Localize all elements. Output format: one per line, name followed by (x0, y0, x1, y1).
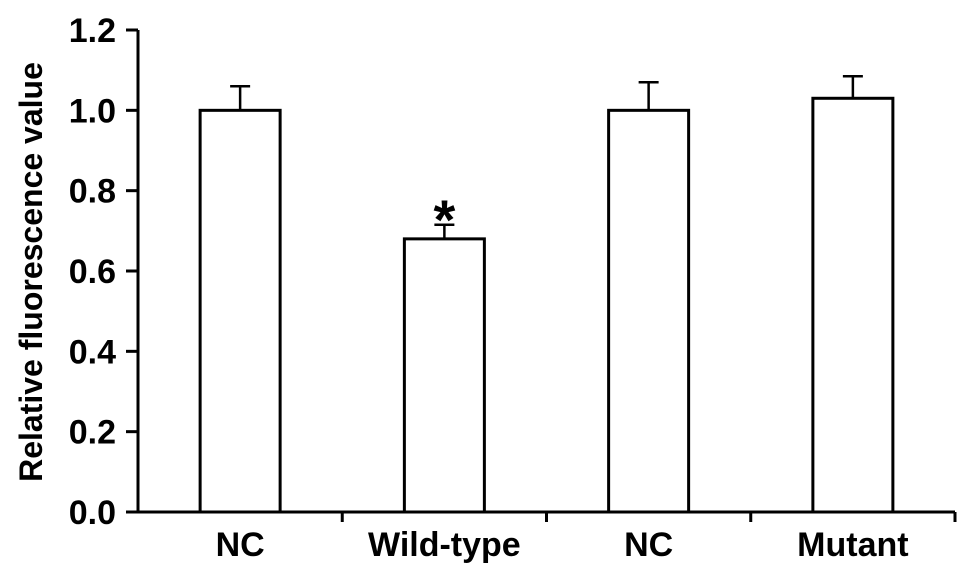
y-tick-label: 0.2 (69, 414, 116, 452)
x-category-label: Wild-type (368, 526, 521, 564)
bar (198, 108, 282, 514)
bar (607, 108, 691, 514)
x-axis-categories: NC Wild-type NC Mutant (216, 512, 957, 564)
y-axis-title: Relative fluorescence value (13, 62, 49, 482)
y-tick-label: 0.8 (69, 173, 116, 211)
y-tick-label: 1.2 (69, 12, 116, 50)
bars: * (198, 74, 895, 514)
significance-marker: * (433, 188, 455, 251)
x-category-label: NC (216, 526, 265, 564)
x-category-label: Mutant (797, 526, 908, 564)
y-tick-label: 0.0 (69, 494, 116, 532)
bar (402, 237, 486, 514)
y-axis-ticks: 0.0 0.2 0.4 0.6 0.8 1.0 1.2 (69, 12, 138, 532)
y-tick-label: 0.4 (69, 333, 116, 371)
y-tick-label: 0.6 (69, 253, 116, 291)
y-tick-label: 1.0 (69, 92, 116, 130)
x-category-label: NC (624, 526, 673, 564)
bar (811, 96, 895, 514)
